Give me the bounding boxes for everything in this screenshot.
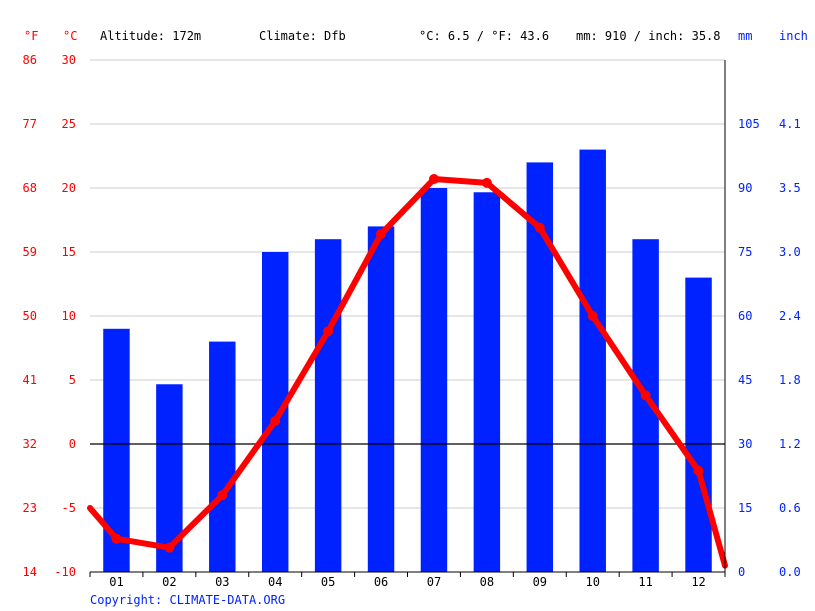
precipitation-bars: [103, 149, 712, 572]
axes-layer: [89, 60, 726, 577]
y-tick-label-inch: 3.5: [779, 181, 801, 195]
precipitation-bar: [420, 188, 448, 572]
y-tick-label-mm: 60: [738, 309, 752, 323]
temperature-point: [323, 326, 334, 337]
y-tick-label-inch: 1.8: [779, 373, 801, 387]
precipitation-total-label: mm: 910 / inch: 35.8: [576, 29, 721, 43]
temperature-polyline: [87, 176, 728, 569]
y-tick-label-fahrenheit: 68: [23, 181, 37, 195]
temperature-point: [111, 533, 122, 544]
y-tick-label-celsius: -5: [62, 501, 76, 515]
x-tick-label: 01: [109, 575, 123, 589]
climate-label: Climate: Dfb: [259, 29, 346, 43]
precipitation-bar: [367, 226, 395, 572]
precipitation-bar: [261, 252, 289, 572]
y-tick-label-mm: 0: [738, 565, 745, 579]
temperature-point: [640, 390, 651, 401]
x-tick-label: 05: [321, 575, 335, 589]
temperature-point: [587, 311, 598, 321]
y-tick-label-mm: 30: [738, 437, 752, 451]
y-tick-label-inch: 0.0: [779, 565, 801, 579]
y-tick-label-inch: 0.6: [779, 501, 801, 515]
y-tick-label-mm: 90: [738, 181, 752, 195]
temperature-line: [87, 174, 728, 569]
x-tick-label: 12: [691, 575, 705, 589]
x-tick-label: 11: [638, 575, 652, 589]
x-tick-label: 02: [162, 575, 176, 589]
copyright-label: Copyright: CLIMATE-DATA.ORG: [90, 593, 285, 607]
temperature-average-label: °C: 6.5 / °F: 43.6: [419, 29, 549, 43]
precipitation-bar: [314, 239, 342, 572]
y-tick-label-celsius: 0: [69, 437, 76, 451]
x-tick-label: 10: [585, 575, 599, 589]
y-tick-label-fahrenheit: 41: [23, 373, 37, 387]
temperature-point: [164, 542, 175, 553]
y-tick-label-fahrenheit: 50: [23, 309, 37, 323]
temperature-point: [376, 229, 387, 240]
precipitation-bar: [473, 192, 501, 572]
altitude-label: Altitude: 172m: [100, 29, 201, 43]
y-tick-label-fahrenheit: 77: [23, 117, 37, 131]
unit-inch-label: inch: [779, 29, 808, 43]
unit-mm-label: mm: [738, 29, 752, 43]
x-tick-label: 09: [533, 575, 547, 589]
y-tick-label-inch: 2.4: [779, 309, 801, 323]
y-tick-label-fahrenheit: 14: [23, 565, 37, 579]
x-tick-label: 06: [374, 575, 388, 589]
unit-fahrenheit-label: °F: [24, 29, 38, 43]
y-tick-label-celsius: 25: [62, 117, 76, 131]
x-tick-label: 08: [480, 575, 494, 589]
y-tick-label-fahrenheit: 32: [23, 437, 37, 451]
y-tick-label-inch: 3.0: [779, 245, 801, 259]
y-tick-label-celsius: 5: [69, 373, 76, 387]
y-tick-label-celsius: 15: [62, 245, 76, 259]
temperature-point: [481, 177, 492, 188]
precipitation-bar: [579, 149, 606, 572]
precipitation-bar: [685, 277, 712, 572]
temperature-point: [693, 465, 704, 476]
temperature-point: [428, 174, 439, 185]
grid-layer: [90, 59, 725, 509]
y-tick-label-fahrenheit: 23: [23, 501, 37, 515]
y-tick-label-celsius: 10: [62, 309, 76, 323]
x-tick-label: 04: [268, 575, 282, 589]
y-tick-label-mm: 45: [738, 373, 752, 387]
y-tick-label-celsius: 30: [62, 53, 76, 67]
temperature-point: [534, 222, 545, 233]
temperature-point: [270, 415, 281, 426]
temperature-point: [217, 490, 228, 501]
x-tick-label: 07: [427, 575, 441, 589]
y-tick-label-inch: 1.2: [779, 437, 801, 451]
y-tick-label-mm: 75: [738, 245, 752, 259]
y-tick-label-fahrenheit: 86: [23, 53, 37, 67]
y-tick-label-celsius: -10: [54, 565, 76, 579]
precipitation-bar: [209, 341, 236, 572]
y-tick-label-mm: 105: [738, 117, 760, 131]
unit-celsius-label: °C: [63, 29, 77, 43]
y-tick-label-inch: 4.1: [779, 117, 801, 131]
y-tick-label-celsius: 20: [62, 181, 76, 195]
x-tick-label: 03: [215, 575, 229, 589]
y-tick-label-fahrenheit: 59: [23, 245, 37, 259]
y-tick-label-mm: 15: [738, 501, 752, 515]
